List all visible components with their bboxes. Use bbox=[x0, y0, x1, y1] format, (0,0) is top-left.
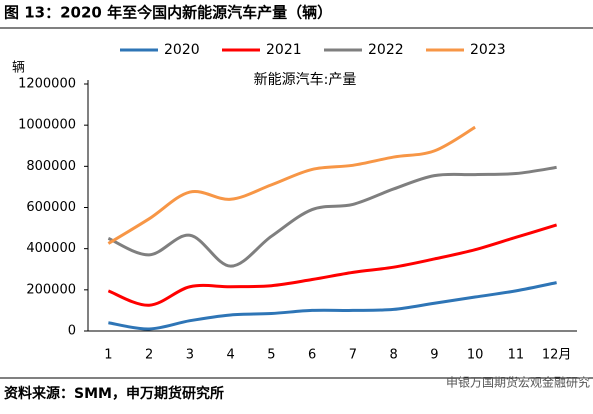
series-line bbox=[108, 281, 557, 331]
series-line bbox=[107, 223, 558, 307]
y-tick-label: 1200000 bbox=[18, 77, 76, 92]
y-tick-label: 400000 bbox=[26, 241, 76, 256]
series-line bbox=[107, 165, 557, 268]
legend-label: 2022 bbox=[368, 42, 404, 58]
series-line bbox=[107, 125, 476, 245]
watermark: 申银万国期货宏观金融研究 bbox=[446, 375, 590, 390]
x-tick-label: 10 bbox=[467, 348, 484, 363]
x-tick-label: 4 bbox=[226, 348, 234, 363]
y-tick-label: 800000 bbox=[26, 159, 76, 174]
y-tick-label: 200000 bbox=[26, 282, 76, 297]
y-axis-label: 辆 bbox=[12, 61, 25, 76]
legend-label: 2023 bbox=[470, 42, 506, 58]
x-tick-label: 6 bbox=[308, 348, 316, 363]
x-tick-label: 5 bbox=[267, 348, 275, 363]
x-tick-label: 8 bbox=[389, 348, 397, 363]
x-tick-label: 11 bbox=[508, 348, 525, 363]
x-tick-label: 9 bbox=[430, 348, 438, 363]
x-tick-label: 12月 bbox=[542, 348, 572, 363]
y-tick-label: 600000 bbox=[26, 200, 76, 215]
legend-label: 2020 bbox=[164, 42, 200, 58]
x-tick-label: 3 bbox=[186, 348, 194, 363]
chart-title: 图 13：2020 年至今国内新能源汽车产量（辆） bbox=[4, 4, 332, 22]
legend-label: 2021 bbox=[266, 42, 302, 58]
x-tick-label: 2 bbox=[145, 348, 153, 363]
source: 资料来源：SMM，申万期货研究所 bbox=[4, 385, 224, 402]
y-tick-label: 1000000 bbox=[18, 118, 76, 133]
x-tick-label: 1 bbox=[104, 348, 112, 363]
y-tick-label: 0 bbox=[68, 324, 76, 339]
x-tick-label: 7 bbox=[349, 348, 357, 363]
chart-subtitle: 新能源汽车:产量 bbox=[254, 71, 357, 88]
